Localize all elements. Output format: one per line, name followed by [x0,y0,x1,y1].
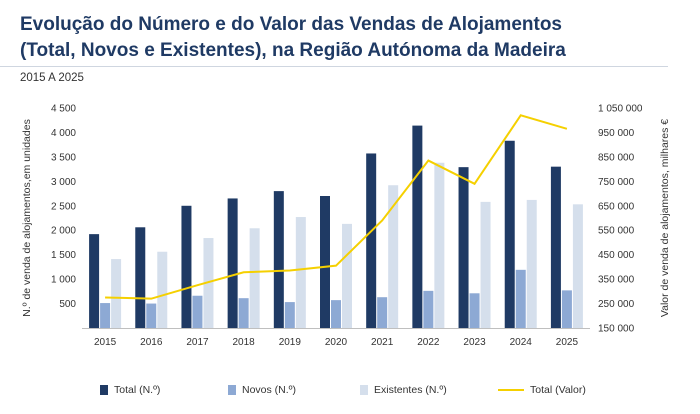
y2-tick-label: 850 000 [598,152,635,163]
legend-label-valor: Total (Valor) [530,384,586,396]
x-tick-label: 2023 [463,337,486,348]
y2-tick-label: 250 000 [598,299,635,310]
y2-tick-label: 350 000 [598,275,635,286]
line-total-valor [105,114,568,300]
bar-existentes-2025 [572,204,583,328]
legend-swatch-novos [228,385,236,395]
x-tick-label: 2015 [94,337,117,348]
bar-novos-2015 [100,303,111,328]
x-tick-label: 2025 [556,337,579,348]
bar-existentes-2020 [342,223,352,328]
legend-item-valor: Total (Valor) [498,382,586,398]
y-tick-label: 3 000 [51,177,76,188]
chart-subtitle: 2015 A 2025 [20,72,84,84]
y2-tick-label: 750 000 [598,177,635,188]
y2-tick-label: 950 000 [598,128,635,139]
y-tick-label: 4 500 [51,104,76,115]
bar-existentes-2015 [111,259,122,328]
y2-tick-label: 1 050 000 [598,104,643,115]
title-divider [0,66,668,67]
y-tick-label: 1 500 [51,250,76,261]
y-tick-label: 2 500 [51,201,76,212]
legend-swatch-existentes [360,385,368,395]
bar-novos-2019 [284,302,295,328]
bar-existentes-2018 [249,228,260,328]
bar-existentes-2019 [295,217,306,328]
bar-novos-2023 [469,293,480,328]
y2-tick-label: 450 000 [598,250,635,261]
y-tick-label: 500 [59,299,76,310]
bar-total-2019 [273,191,284,328]
bar-novos-2024 [515,269,526,328]
y2-tick-label: 550 000 [598,226,635,237]
legend-item-total: Total (N.º) [100,382,160,398]
bar-total-2017 [181,205,192,328]
legend-label-existentes: Existentes (N.º) [374,384,447,396]
y-tick-label: 4 000 [51,128,76,139]
legend-swatch-total [100,385,108,395]
bar-novos-2018 [238,298,249,328]
bar-total-2020 [320,196,330,328]
title-line-2: (Total, Novos e Existentes), na Região A… [20,40,566,61]
bar-novos-2022 [423,290,434,328]
bar-total-2024 [504,140,515,328]
x-tick-label: 2024 [510,337,533,348]
legend: Total (N.º) Novos (N.º) Existentes (N.º)… [0,382,700,400]
legend-item-novos: Novos (N.º) [228,382,296,398]
legend-item-existentes: Existentes (N.º) [360,382,447,398]
x-tick-label: 2022 [417,337,440,348]
bar-total-2018 [227,198,238,328]
bar-existentes-2023 [480,201,491,328]
legend-swatch-valor [498,389,524,391]
x-tick-label: 2021 [371,337,394,348]
y2-axis-title: Valor de venda de alojamentos, milhares … [659,119,671,317]
bar-existentes-2022 [434,162,445,328]
y-tick-label: 3 500 [51,152,76,163]
x-tick-label: 2016 [140,337,163,348]
chart-title: Evolução do Número e do Valor das Vendas… [20,12,680,64]
bar-novos-2025 [561,290,572,328]
y-tick-label: 2 000 [51,226,76,237]
legend-label-total: Total (N.º) [114,384,161,396]
bar-novos-2020 [331,300,341,328]
bar-novos-2017 [192,295,203,328]
y2-tick-label: 150 000 [598,324,635,335]
x-tick-label: 2017 [186,337,209,348]
bar-total-2015 [89,234,100,328]
bar-total-2025 [550,166,561,328]
bar-novos-2016 [146,303,157,328]
bar-total-2021 [366,153,377,328]
bar-total-2023 [458,167,469,328]
y-tick-label: 1 000 [51,275,76,286]
title-line-1: Evolução do Número e do Valor das Vendas… [20,14,562,35]
bar-existentes-2021 [388,185,399,328]
bar-existentes-2024 [526,199,537,328]
y2-tick-label: 650 000 [598,201,635,212]
y-axis-title: N.º de venda de alojamentos,em unidades [21,119,33,317]
bar-total-2016 [135,227,146,328]
legend-label-novos: Novos (N.º) [242,384,297,396]
bar-total-2022 [412,125,423,328]
x-tick-label: 2019 [279,337,302,348]
x-tick-label: 2020 [325,337,348,348]
x-tick-label: 2018 [233,337,256,348]
bar-novos-2021 [377,297,388,328]
bar-existentes-2016 [157,251,168,328]
